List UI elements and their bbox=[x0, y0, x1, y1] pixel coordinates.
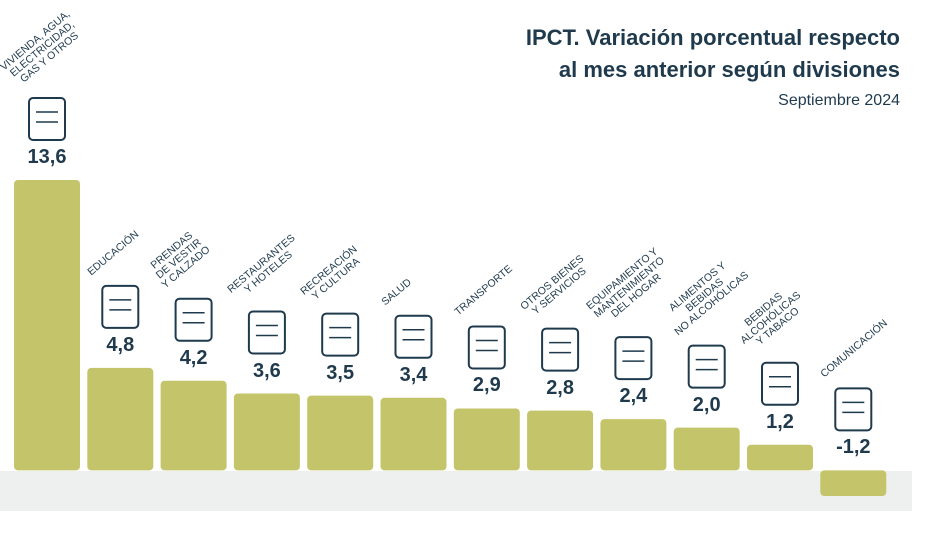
icon bbox=[834, 387, 873, 432]
bar bbox=[673, 427, 740, 471]
bar bbox=[820, 470, 887, 496]
icon bbox=[28, 97, 66, 141]
icon bbox=[761, 361, 799, 406]
icon bbox=[541, 327, 580, 372]
icon bbox=[614, 336, 653, 381]
value-label: 4,2 bbox=[179, 346, 208, 369]
bar bbox=[747, 444, 813, 471]
bar bbox=[380, 397, 447, 471]
value-label: 3,4 bbox=[399, 363, 428, 386]
value-label: 13,6 bbox=[27, 146, 67, 168]
bar bbox=[453, 408, 520, 471]
value-label: 2,4 bbox=[619, 385, 648, 408]
value-label: 3,5 bbox=[326, 361, 355, 384]
icon bbox=[687, 344, 726, 389]
icon bbox=[321, 312, 360, 357]
bar bbox=[160, 380, 227, 471]
value-label: 2,0 bbox=[692, 393, 721, 416]
base-band bbox=[0, 471, 912, 511]
value-label: 3,6 bbox=[252, 359, 281, 382]
value-label: 4,8 bbox=[106, 333, 135, 356]
icon bbox=[101, 284, 140, 329]
bar bbox=[527, 410, 594, 471]
icon bbox=[247, 310, 286, 355]
value-label: -1,2 bbox=[836, 436, 871, 459]
bar bbox=[307, 395, 374, 471]
icon bbox=[467, 325, 506, 370]
value-label: 2,9 bbox=[472, 374, 501, 397]
icon bbox=[174, 297, 213, 342]
value-label: 1,2 bbox=[766, 410, 794, 433]
icon bbox=[394, 314, 433, 359]
bar bbox=[14, 180, 80, 471]
bar bbox=[87, 367, 154, 471]
bar bbox=[600, 419, 667, 471]
chart-title: IPCT. Variación porcentual respecto al m… bbox=[525, 25, 900, 82]
chart-subtitle: Septiembre 2024 bbox=[778, 92, 900, 109]
value-label: 2,8 bbox=[546, 376, 574, 399]
bar bbox=[233, 393, 300, 471]
